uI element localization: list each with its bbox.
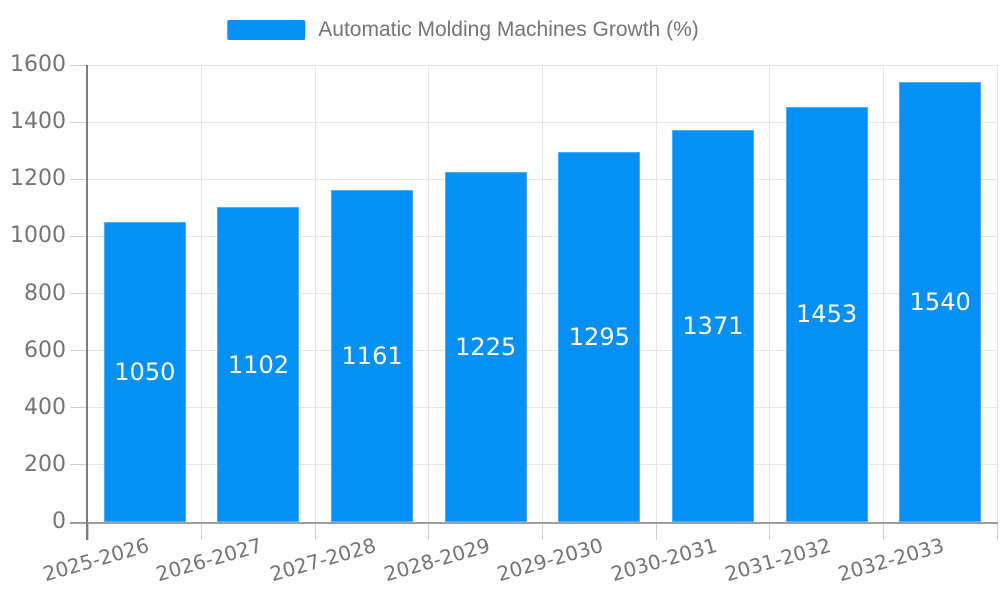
y-axis-tick: [70, 464, 88, 466]
legend-label: Automatic Molding Machines Growth (%): [318, 18, 699, 41]
y-axis-tick: [70, 407, 88, 409]
x-tick-label: 2029-2030: [494, 533, 606, 587]
x-tick-label: 2032-2033: [835, 533, 947, 587]
x-tick-label: 2028-2029: [380, 533, 493, 587]
x-axis-tick: [542, 523, 543, 540]
bar[interactable]: [103, 222, 186, 522]
y-axis-tick: [70, 64, 88, 66]
v-gridline: [428, 65, 430, 522]
v-gridline: [201, 65, 203, 522]
y-axis-tick: [70, 235, 88, 237]
y-tick-label: 1600: [10, 52, 66, 77]
bar[interactable]: [558, 152, 641, 522]
bar[interactable]: [444, 172, 527, 522]
x-tick-label: 2031-2032: [721, 533, 834, 587]
y-axis-line: [86, 65, 88, 540]
x-tick-label: 2030-2031: [608, 533, 720, 587]
x-tick-label: 2026-2027: [153, 533, 266, 587]
x-axis-tick: [996, 523, 998, 540]
bar-value-label: 1225: [455, 333, 517, 362]
bar[interactable]: [217, 207, 300, 522]
y-tick-label: 800: [24, 280, 66, 306]
y-axis-tick: [70, 178, 88, 180]
y-tick-label: 1200: [10, 166, 66, 192]
x-tick-label: 2025-2026: [40, 533, 152, 587]
x-axis-tick: [87, 523, 89, 540]
bar-value-label: 1371: [682, 312, 744, 341]
x-axis-tick: [769, 523, 771, 540]
y-tick-label: 200: [24, 451, 66, 477]
y-axis-tick: [70, 293, 88, 294]
x-axis-tick: [655, 523, 657, 540]
bar-value-label: 1453: [796, 300, 858, 329]
bar[interactable]: [671, 130, 754, 522]
x-axis-line: [70, 522, 998, 524]
y-tick-label: 1400: [10, 109, 66, 135]
v-gridline: [542, 65, 543, 522]
bar[interactable]: [899, 82, 982, 522]
y-tick-label: 600: [24, 337, 66, 363]
bar[interactable]: [785, 106, 868, 522]
bar-value-label: 1161: [341, 342, 403, 371]
y-tick-label: 0: [52, 509, 66, 534]
v-gridline: [655, 65, 657, 522]
x-tick-label: 2027-2028: [267, 533, 379, 587]
bar[interactable]: [331, 190, 414, 522]
x-axis-tick: [201, 523, 203, 540]
v-gridline: [314, 65, 316, 522]
x-axis-tick: [882, 523, 884, 540]
legend[interactable]: Automatic Molding Machines Growth (%): [227, 18, 699, 42]
bar-value-label: 1295: [568, 323, 630, 352]
bar-value-label: 1102: [227, 350, 289, 379]
v-gridline: [769, 65, 771, 522]
v-gridline: [996, 65, 998, 522]
y-tick-label: 400: [24, 394, 66, 420]
y-axis-tick: [70, 121, 88, 123]
y-tick-label: 1000: [10, 223, 66, 249]
bar-value-label: 1050: [114, 358, 176, 387]
v-gridline: [882, 65, 884, 522]
bar-value-label: 1540: [909, 288, 971, 317]
x-axis-tick: [314, 523, 316, 540]
x-axis-tick: [428, 523, 430, 540]
y-axis-tick: [70, 350, 88, 352]
legend-swatch: [227, 20, 306, 40]
